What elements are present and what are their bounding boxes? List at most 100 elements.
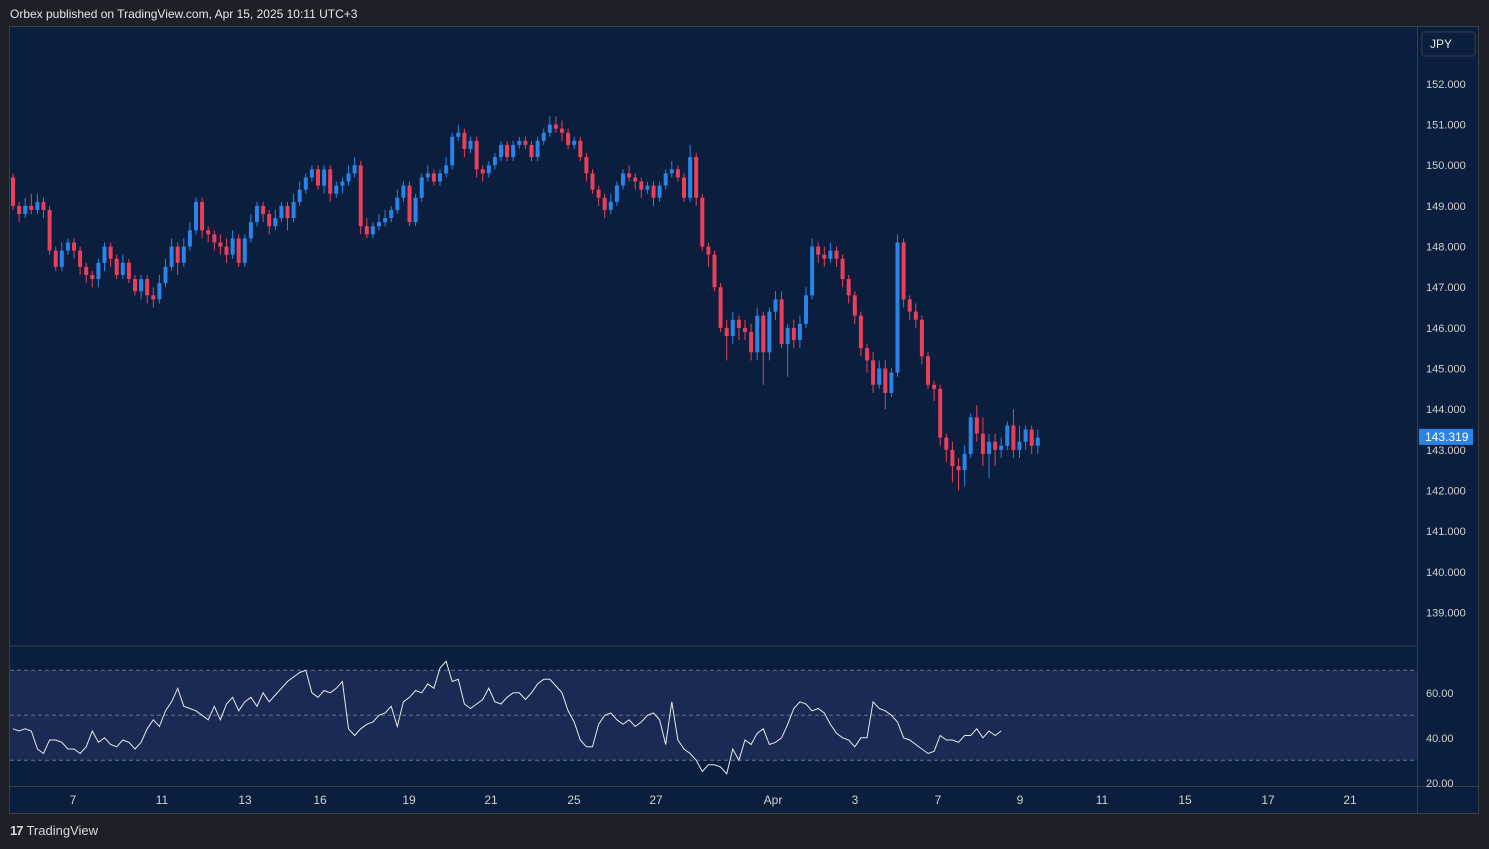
candle-body (883, 368, 888, 393)
price-axis-label: 148.000 (1426, 242, 1466, 254)
time-axis-label: 25 (567, 793, 581, 807)
candle-body (370, 226, 375, 235)
candle-body (712, 254, 717, 288)
candle-body (944, 437, 949, 450)
candle-body (749, 331, 754, 353)
candle-body (474, 140, 479, 170)
candle-body (645, 185, 650, 190)
candle-body (248, 222, 253, 239)
candle-body (590, 173, 595, 190)
candle-body (785, 327, 790, 345)
candle-body (206, 230, 211, 235)
candle-body (547, 124, 552, 133)
candle-body (584, 157, 589, 174)
candle-body (913, 311, 918, 320)
candle-body (852, 295, 857, 316)
candle-body (877, 368, 882, 385)
candle-body (102, 246, 107, 263)
candle-body (267, 214, 272, 227)
candle-body (358, 165, 363, 227)
candle-body (999, 445, 1004, 450)
candle-body (151, 295, 156, 300)
candle-body (560, 128, 564, 133)
candle-body (828, 250, 833, 259)
candle-body (797, 323, 802, 341)
price-axis-label: 139.000 (1426, 607, 1466, 619)
candle-body (840, 258, 845, 280)
candle-body (529, 144, 534, 158)
time-axis-label: 7 (935, 793, 942, 807)
candle-body (200, 201, 205, 231)
candle-body (627, 173, 632, 178)
candle-body (987, 441, 991, 454)
candle-body (120, 262, 125, 276)
time-axis-label: 21 (484, 793, 498, 807)
candle-body (59, 250, 64, 267)
candle-body (407, 185, 412, 223)
tradingview-brand: TradingView (26, 823, 99, 838)
candle-body (163, 266, 168, 284)
candle-body (523, 140, 528, 145)
candle-body (1023, 429, 1028, 442)
candle-body (181, 246, 186, 263)
tradingview-footer[interactable]: 17 TradingView (10, 822, 98, 840)
candle-body (96, 262, 101, 280)
candle-body (316, 169, 320, 186)
candle-body (950, 449, 955, 467)
candle-body (846, 279, 851, 296)
price-axis-label: 149.000 (1426, 201, 1466, 213)
candle-body (675, 169, 680, 178)
candle-body (614, 185, 619, 202)
candle-body (743, 327, 747, 332)
candle-body (322, 169, 327, 186)
candle-body (431, 173, 436, 182)
candle-body (517, 140, 522, 145)
candle-body (578, 140, 583, 158)
price-axis-label: 147.000 (1426, 282, 1466, 294)
currency-label-box[interactable]: JPY (1421, 31, 1476, 57)
candle-body (41, 201, 46, 210)
candle-body (773, 299, 778, 312)
candle-body (114, 258, 119, 276)
candle-body (682, 177, 686, 198)
candle-body (736, 319, 741, 328)
candle-body (413, 197, 418, 223)
candle-body (724, 327, 729, 336)
candle-body (505, 144, 510, 158)
candle-body (65, 242, 70, 251)
candle-body (297, 189, 302, 202)
time-axis-label: 17 (1261, 793, 1275, 807)
candle-body (486, 165, 491, 174)
candle-body (224, 246, 229, 255)
candle-body (468, 140, 473, 149)
candle-body (303, 177, 308, 190)
candle-body (35, 201, 40, 210)
candle-body (657, 185, 662, 198)
candle-body (1011, 425, 1016, 450)
candle-body (175, 246, 180, 263)
candle-body (218, 242, 223, 247)
candle-body (511, 144, 516, 158)
candle-body (29, 205, 34, 210)
candle-body (419, 177, 424, 198)
candle-body (72, 242, 76, 251)
last-price-label: 143.319 (1425, 430, 1469, 444)
candle-body (621, 173, 625, 186)
candle-body (480, 169, 485, 174)
candle-body (84, 266, 89, 276)
publisher-header: Orbex published on TradingView.com, Apr … (10, 7, 358, 21)
candle-body (425, 173, 430, 178)
candle-body (169, 246, 174, 267)
candle-body (328, 169, 333, 194)
candle-body (968, 417, 973, 454)
candle-body (706, 246, 711, 255)
candle-body (273, 218, 278, 227)
candle-body (230, 238, 235, 255)
candle-body (694, 157, 699, 198)
price-pane-background (10, 27, 1417, 645)
candle-body (816, 246, 821, 255)
time-axis-label: 27 (649, 793, 663, 807)
candle-body (395, 197, 400, 210)
candle-body (834, 250, 839, 259)
